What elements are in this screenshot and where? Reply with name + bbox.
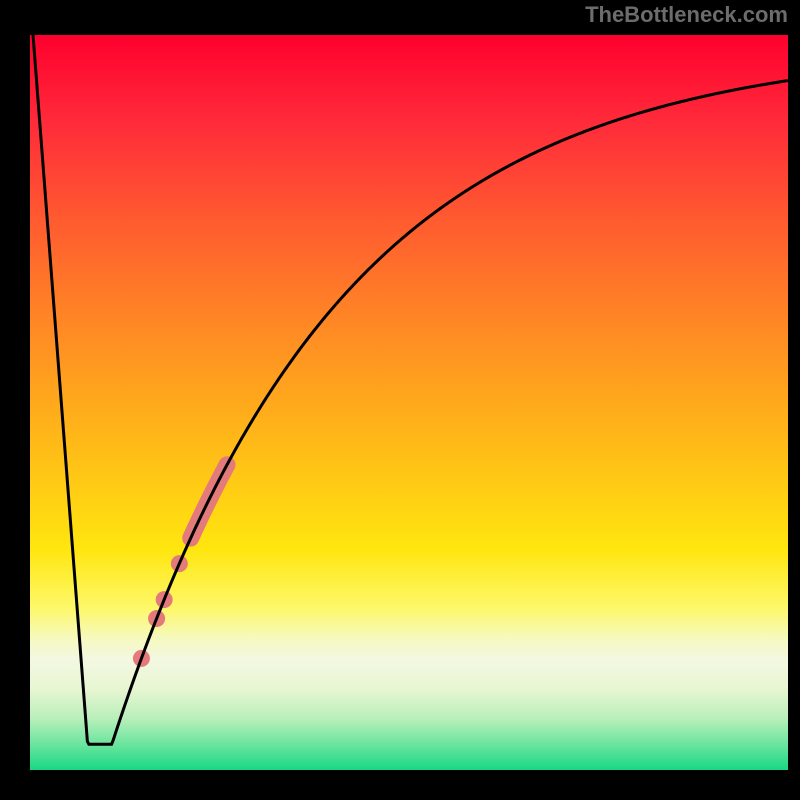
bottleneck-chart: TheBottleneck.com — [0, 0, 800, 800]
watermark-text: TheBottleneck.com — [585, 2, 788, 28]
chart-svg — [0, 0, 800, 800]
